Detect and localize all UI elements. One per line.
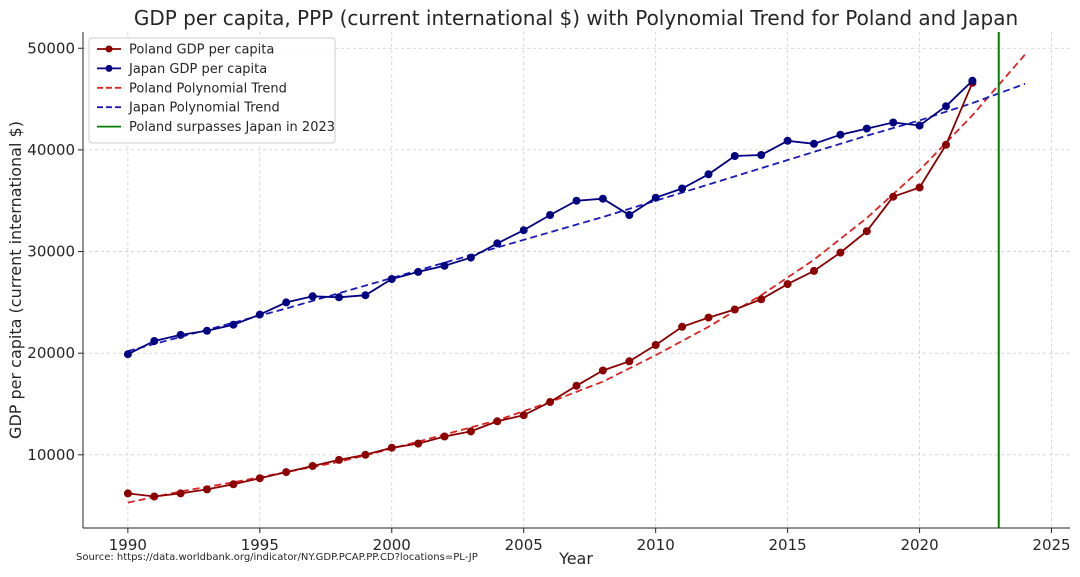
plot-area	[123, 32, 1026, 528]
japan-gdp-per-capita-point	[308, 292, 317, 301]
poland-gdp-per-capita-point	[651, 341, 660, 349]
poland-gdp-per-capita-point	[282, 468, 291, 477]
poland-gdp-per-capita-point	[546, 398, 555, 406]
japan-gdp-per-capita-point	[255, 310, 264, 319]
poland-gdp-per-capita-point	[730, 305, 739, 314]
poland-gdp-per-capita-point	[862, 227, 871, 236]
japan-gdp-per-capita-point	[203, 326, 211, 335]
japan-gdp-per-capita-point	[546, 211, 555, 219]
japan-gdp-per-capita-point	[229, 320, 238, 329]
legend-entry-japan-polynomial-trend: Japan Polynomial Trend	[128, 101, 280, 116]
japan-gdp-per-capita-point	[335, 293, 343, 302]
x-tick-label: 2020	[900, 536, 938, 554]
chart-title: GDP per capita, PPP (current internation…	[134, 6, 1018, 30]
y-tick-label: 40000	[27, 141, 75, 159]
poland-gdp-per-capita-point	[440, 432, 449, 441]
poland-gdp-per-capita-point	[836, 248, 845, 257]
x-tick-label: 1995	[241, 536, 279, 554]
poland-gdp-per-capita-point	[229, 480, 238, 489]
legend-entry-poland-gdp-per-capita: Poland GDP per capita	[129, 43, 274, 58]
poland-gdp-per-capita-point	[176, 489, 185, 498]
poland-gdp-per-capita-point	[255, 474, 264, 483]
legend: Poland GDP per capita Japan GDP per capit…	[88, 37, 336, 144]
japan-gdp-per-capita-point	[361, 291, 370, 300]
x-tick-label: 2005	[505, 536, 543, 554]
japan-gdp-per-capita-point	[968, 76, 977, 85]
japan-gdp-per-capita-point	[387, 275, 396, 283]
poland-gdp-per-capita-point	[361, 450, 370, 459]
x-tick-label: 2025	[1032, 536, 1070, 554]
poland-gdp-per-capita-point	[493, 417, 502, 426]
poland-gdp-per-capita-point	[889, 192, 898, 201]
poland-gdp-per-capita-point	[915, 183, 924, 192]
y-axis-label: GDP per capita (current international $)	[6, 121, 25, 439]
japan-gdp-per-capita-point	[572, 196, 581, 205]
axes: 1990 1995 2000 2005 2010 2015 2020 2025 10000 200…	[27, 32, 1071, 554]
japan-gdp-per-capita-point	[862, 124, 871, 133]
poland-gdp-per-capita-point	[598, 366, 607, 375]
y-tick-label: 30000	[27, 243, 75, 261]
japan-gdp-per-capita-point	[466, 253, 475, 262]
poland-gdp-per-capita-point	[757, 295, 766, 304]
poland-gdp-per-capita-line	[127, 82, 974, 498]
japan-gdp-per-capita-point	[598, 194, 607, 203]
japan-gdp-per-capita-point	[678, 184, 687, 193]
legend-entry-poland-polynomial-trend: Poland Polynomial Trend	[129, 81, 287, 96]
legend-entry-poland-surpasses-japan-in-2023: Poland surpasses Japan in 2023	[129, 120, 335, 135]
japan-gdp-per-capita-point	[704, 170, 713, 179]
poland-gdp-per-capita-point	[203, 485, 211, 494]
y-tick-label: 20000	[27, 344, 75, 362]
japan-gdp-per-capita-point	[651, 193, 660, 202]
poland-gdp-per-capita-point	[783, 280, 792, 289]
japan-gdp-per-capita-point	[783, 136, 792, 145]
x-tick-label: 1990	[109, 536, 147, 554]
poland-gdp-per-capita-point	[123, 489, 132, 498]
poland-gdp-per-capita-point	[387, 443, 396, 452]
japan-gdp-per-capita-point	[440, 261, 449, 270]
japan-gdp-per-capita-point	[730, 152, 739, 160]
japan-polynomial-trend-line	[127, 82, 1026, 352]
legend-marker	[105, 45, 113, 53]
japan-gdp-per-capita-point	[176, 330, 185, 339]
x-tick-label: 2010	[637, 536, 675, 554]
x-tick-label: 2000	[373, 536, 411, 554]
japan-gdp-per-capita-point	[757, 151, 766, 159]
source-note: Source: https://data.worldbank.org/indic…	[76, 552, 478, 563]
japan-gdp-per-capita-point	[836, 130, 845, 139]
japan-gdp-per-capita-point	[915, 121, 924, 130]
poland-gdp-per-capita-point	[308, 462, 317, 470]
poland-gdp-per-capita-point	[335, 455, 343, 464]
poland-gdp-per-capita-point	[810, 266, 818, 275]
japan-gdp-per-capita-point	[625, 211, 634, 219]
japan-gdp-per-capita-point	[889, 118, 898, 127]
legend-entry-japan-gdp-per-capita: Japan GDP per capita	[128, 62, 267, 77]
poland-gdp-per-capita-point	[704, 313, 713, 322]
poland-gdp-per-capita-point	[414, 439, 423, 448]
japan-gdp-per-capita-point	[519, 226, 528, 235]
poland-gdp-per-capita-point	[942, 140, 950, 149]
japan-gdp-per-capita-point	[123, 350, 132, 359]
japan-gdp-per-capita-point	[493, 239, 502, 248]
legend-marker	[105, 64, 113, 72]
legend-box	[88, 37, 336, 144]
y-tick-label: 10000	[27, 446, 75, 464]
japan-gdp-per-capita-point	[810, 139, 818, 148]
poland-polynomial-trend-line	[127, 53, 1026, 504]
poland-gdp-per-capita-point	[625, 357, 634, 366]
japan-gdp-per-capita-point	[942, 102, 950, 111]
japan-gdp-per-capita-point	[414, 267, 423, 276]
x-tick-label: 2015	[769, 536, 807, 554]
poland-gdp-per-capita-point	[519, 411, 528, 420]
poland-gdp-per-capita-point	[150, 492, 159, 501]
poland-gdp-per-capita-point	[678, 322, 687, 331]
y-tick-label: 50000	[27, 39, 75, 57]
japan-gdp-per-capita-point	[282, 298, 291, 307]
poland-gdp-per-capita-point	[572, 381, 581, 390]
japan-gdp-per-capita-point	[150, 337, 159, 345]
x-axis-label: Year	[558, 549, 593, 568]
poland-gdp-per-capita-point	[466, 427, 475, 436]
